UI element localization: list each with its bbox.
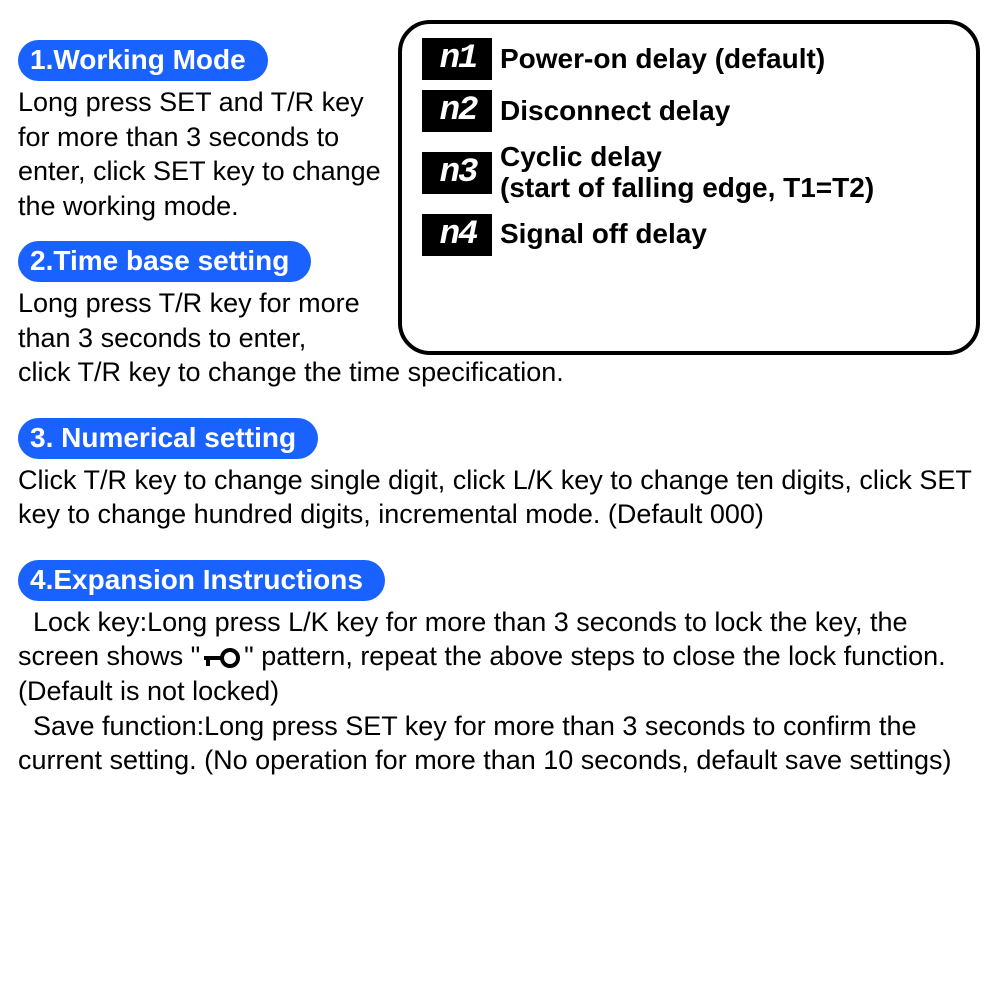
mode-item-n4: n4 Signal off delay [422,214,958,256]
body-time-base-b: click T/R key to change the time specifi… [18,355,980,390]
body-time-base-a: Long press T/R key for more than 3 secon… [18,286,388,355]
section-time-base: 2.Time base setting Long press T/R key f… [18,241,388,355]
pill-numerical: 3. Numerical setting [18,418,318,459]
pill-time-base: 2.Time base setting [18,241,311,282]
section-numerical: 3. Numerical setting Click T/R key to ch… [18,418,980,532]
pill-working-mode: 1.Working Mode [18,40,268,81]
body-expansion-b: Save function:Long press SET key for mor… [18,709,980,778]
section-expansion: 4.Expansion Instructions Lock key:Long p… [18,560,980,778]
seg-badge: n4 [422,214,492,256]
seg-badge: n1 [422,38,492,80]
mode-label: Disconnect delay [500,96,730,127]
mode-item-n3: n3 Cyclic delay (start of falling edge, … [422,142,958,204]
modes-box: n1 Power-on delay (default) n2 Disconnec… [398,20,980,355]
body-expansion-a: Lock key:Long press L/K key for more tha… [18,605,980,709]
seg-badge: n3 [422,152,492,194]
mode-label: Cyclic delay (start of falling edge, T1=… [500,142,874,204]
mode-label: Power-on delay (default) [500,44,825,75]
key-icon [202,646,242,670]
mode-label: Signal off delay [500,219,707,250]
section-working-mode: 1.Working Mode Long press SET and T/R ke… [18,40,388,223]
body-numerical: Click T/R key to change single digit, cl… [18,463,980,532]
pill-expansion: 4.Expansion Instructions [18,560,385,601]
body-working-mode: Long press SET and T/R key for more than… [18,85,388,223]
mode-item-n2: n2 Disconnect delay [422,90,958,132]
mode-item-n1: n1 Power-on delay (default) [422,38,958,80]
seg-badge: n2 [422,90,492,132]
